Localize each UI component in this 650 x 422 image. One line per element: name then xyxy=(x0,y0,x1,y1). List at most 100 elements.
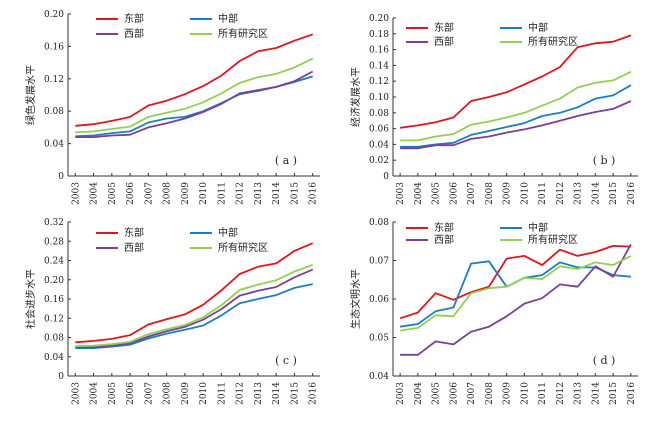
y-axis-title: 经济发展水平 xyxy=(349,67,362,127)
y-tick-label: 0.16 xyxy=(44,42,64,52)
legend-label-all: 所有研究区 xyxy=(528,233,578,246)
y-tick-label: 0.14 xyxy=(369,61,389,71)
x-tick-label: 2009 xyxy=(503,182,513,205)
x-tick-label: 2007 xyxy=(144,182,154,205)
legend-label-central: 中部 xyxy=(218,226,238,239)
series-line-central xyxy=(75,283,313,350)
x-tick-label: 2006 xyxy=(126,182,136,205)
x-tick-label: 2004 xyxy=(90,182,100,205)
x-tick-label: 2004 xyxy=(90,382,100,405)
x-tick-label: 2005 xyxy=(108,182,118,205)
legend-label-west: 西部 xyxy=(124,27,144,40)
x-tick-label: 2005 xyxy=(108,382,118,405)
series-line-all xyxy=(400,70,632,142)
x-tick-label: 2013 xyxy=(254,382,264,405)
x-tick-label: 2013 xyxy=(254,182,264,205)
x-tick-label: 2011 xyxy=(538,382,548,405)
y-tick-label: 0.12 xyxy=(44,75,64,85)
y-tick-label: 0.07 xyxy=(369,257,389,267)
x-tick-label: 2012 xyxy=(556,382,566,405)
x-tick-label: 2011 xyxy=(217,382,227,405)
x-tick-label: 2014 xyxy=(272,182,282,205)
x-tick-label: 2009 xyxy=(503,382,513,405)
x-tick-label: 2015 xyxy=(609,382,619,405)
y-tick-label: 0.32 xyxy=(44,218,64,228)
legend-label-west: 西部 xyxy=(434,233,454,246)
legend-label-central: 中部 xyxy=(528,21,548,34)
legend-label-all: 所有研究区 xyxy=(218,27,268,40)
panel-label: ( c ) xyxy=(275,354,297,367)
chart-panel-4: 0.04 0.05 0.06 0.07 0.08 2003 2004 2005 2006 2007… xyxy=(349,218,638,405)
y-axis-title: 社会进步水平 xyxy=(24,269,37,329)
y-tick-label: 0 xyxy=(383,172,389,182)
y-axis-title: 生态文明水平 xyxy=(349,269,362,329)
y-tick-label: 0.20 xyxy=(369,14,389,24)
series-line-east xyxy=(75,33,313,127)
y-tick-label: 0.05 xyxy=(369,334,389,344)
x-tick-label: 2014 xyxy=(591,382,601,405)
y-tick-label: 0 xyxy=(58,172,64,182)
y-tick-label: 0.08 xyxy=(369,109,389,119)
x-tick-label: 2007 xyxy=(144,382,154,405)
x-tick-label: 2011 xyxy=(217,182,227,205)
y-tick-label: 0.16 xyxy=(44,295,64,305)
x-tick-label: 2008 xyxy=(163,382,173,405)
series-line-central xyxy=(400,84,632,148)
x-tick-label: 2006 xyxy=(126,382,136,405)
y-tick-label: 0.28 xyxy=(44,237,64,247)
series-line-west xyxy=(75,70,314,139)
y-tick-label: 0.08 xyxy=(44,334,64,344)
chart-panel-2: 0 0.02 0.04 0.06 0.08 0.10 0.12 0.14 0.16 0.18 0.2… xyxy=(349,14,638,205)
x-tick-label: 2005 xyxy=(432,182,442,205)
series-line-all xyxy=(75,57,314,134)
x-tick-label: 2016 xyxy=(309,182,319,205)
x-tick-label: 2004 xyxy=(414,382,424,405)
legend-label-all: 所有研究区 xyxy=(218,241,268,254)
x-tick-label: 2009 xyxy=(181,182,191,205)
y-tick-label: 0.10 xyxy=(369,93,389,103)
x-tick-label: 2003 xyxy=(71,382,81,405)
y-tick-label: 0.18 xyxy=(369,30,389,40)
x-tick-label: 2013 xyxy=(574,182,584,205)
x-tick-label: 2015 xyxy=(609,182,619,205)
y-tick-label: 0.04 xyxy=(369,372,389,382)
legend-label-east: 东部 xyxy=(434,221,454,234)
y-tick-label: 0 xyxy=(58,372,64,382)
series-line-all xyxy=(399,255,632,332)
x-tick-label: 2006 xyxy=(449,182,459,205)
x-tick-label: 2014 xyxy=(272,382,282,405)
x-tick-label: 2016 xyxy=(627,182,637,205)
x-tick-label: 2016 xyxy=(309,382,319,405)
y-tick-label: 0.04 xyxy=(44,140,64,150)
panel-label: ( b ) xyxy=(593,154,616,167)
x-tick-label: 2012 xyxy=(556,182,566,205)
series-line-west xyxy=(75,268,314,349)
x-tick-label: 2008 xyxy=(485,182,495,205)
x-tick-label: 2007 xyxy=(467,382,477,405)
y-tick-label: 0.12 xyxy=(44,314,64,324)
x-tick-label: 2016 xyxy=(627,382,637,405)
x-tick-label: 2010 xyxy=(520,382,530,405)
series-line-west xyxy=(400,100,632,150)
x-tick-label: 2012 xyxy=(236,182,246,205)
y-tick-label: 0.04 xyxy=(44,353,64,363)
chart-panel-3: 0 0.04 0.08 0.12 0.16 0.20 0.24 0.28 0.32 2003 200… xyxy=(24,218,320,405)
y-tick-label: 0.06 xyxy=(369,295,389,305)
legend-label-east: 东部 xyxy=(434,21,454,34)
series-line-east xyxy=(399,244,631,320)
y-axis-title: 绿色发展水平 xyxy=(24,65,37,125)
x-tick-label: 2005 xyxy=(432,382,442,405)
y-tick-label: 0.24 xyxy=(44,257,64,267)
panel-label: ( d ) xyxy=(593,354,616,367)
x-tick-label: 2015 xyxy=(290,382,300,405)
legend-label-east: 东部 xyxy=(124,12,144,25)
y-tick-label: 0.04 xyxy=(369,140,389,150)
y-tick-label: 0.08 xyxy=(369,218,389,228)
x-tick-label: 2006 xyxy=(449,382,459,405)
x-tick-label: 2003 xyxy=(396,182,406,205)
x-tick-label: 2013 xyxy=(574,382,584,405)
y-tick-label: 0.08 xyxy=(44,107,64,117)
y-tick-label: 0.20 xyxy=(44,276,64,286)
